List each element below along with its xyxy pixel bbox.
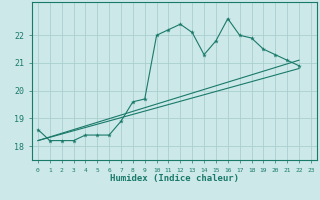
X-axis label: Humidex (Indice chaleur): Humidex (Indice chaleur) <box>110 174 239 183</box>
